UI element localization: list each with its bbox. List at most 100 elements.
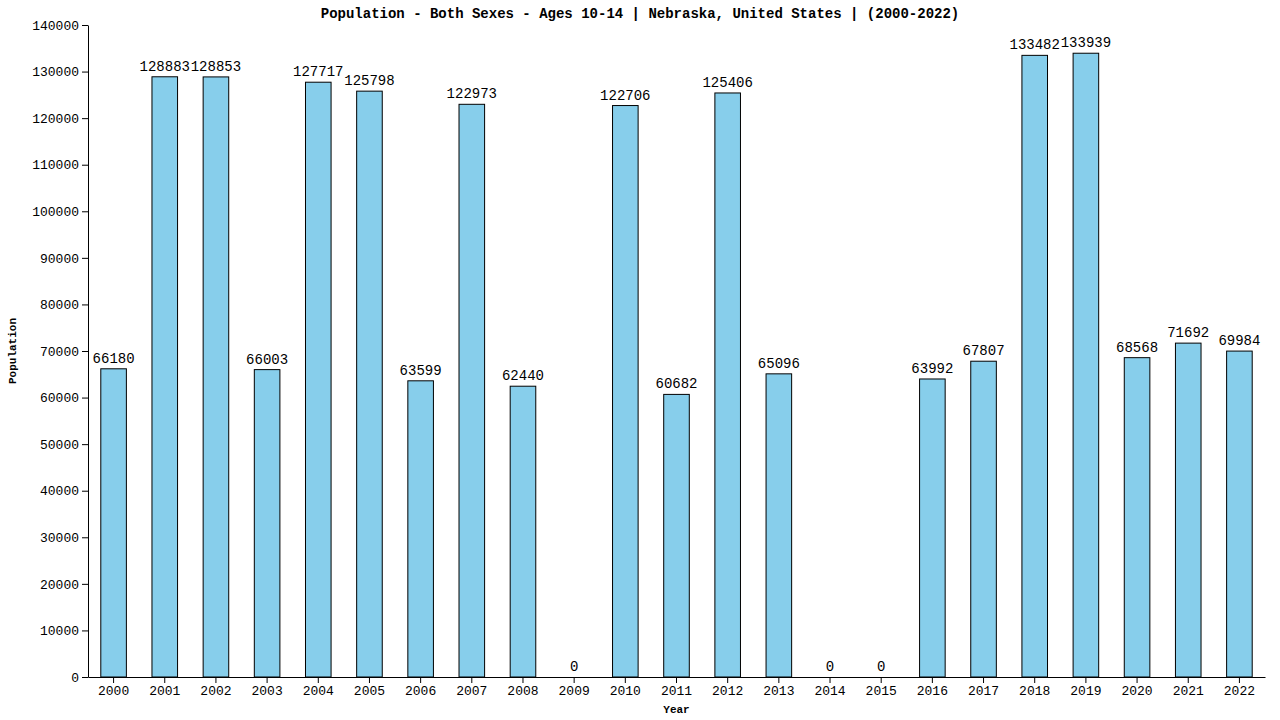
- tick: 130000: [32, 65, 88, 80]
- data-label: 66003: [246, 352, 288, 368]
- tick-mark: [420, 677, 421, 683]
- data-label: 128883: [140, 59, 190, 75]
- tick: 60000: [40, 391, 88, 406]
- tick-label: 2001: [149, 684, 180, 699]
- bar: [613, 106, 639, 677]
- tick-label: 40000: [40, 484, 79, 499]
- tick-label: 2014: [814, 684, 845, 699]
- tick-mark: [82, 25, 88, 26]
- tick-mark: [727, 677, 728, 683]
- tick-label: 2022: [1224, 684, 1255, 699]
- tick-mark: [881, 677, 882, 683]
- tick-label: 2018: [1019, 684, 1050, 699]
- tick: 40000: [40, 484, 88, 499]
- tick: 10000: [40, 624, 88, 639]
- tick: 100000: [32, 205, 88, 220]
- y-axis-title: Population: [7, 318, 19, 384]
- data-label: 125798: [344, 73, 394, 89]
- x-axis-title: Year: [663, 704, 689, 716]
- tick: 2009: [559, 677, 590, 699]
- tick-label: 50000: [40, 438, 79, 453]
- tick-mark: [1239, 677, 1240, 683]
- title: Population - Both Sexes - Ages 10-14 | N…: [321, 6, 960, 22]
- bar: [664, 394, 690, 677]
- tick-label: 130000: [32, 65, 79, 80]
- bar: [766, 374, 792, 677]
- data-label: 63599: [400, 363, 442, 379]
- tick: 2011: [661, 677, 692, 699]
- tick-label: 90000: [40, 252, 79, 267]
- tick: 2016: [917, 677, 948, 699]
- bar: [561, 677, 587, 678]
- tick-label: 2021: [1173, 684, 1204, 699]
- tick: 2001: [149, 677, 180, 699]
- bar: [817, 677, 843, 678]
- tick-label: 2005: [354, 684, 385, 699]
- data-label: 0: [877, 659, 885, 675]
- tick-mark: [82, 118, 88, 119]
- tick-label: 70000: [40, 345, 79, 360]
- bar: [203, 77, 229, 677]
- tick-label: 30000: [40, 531, 79, 546]
- data-label: 63992: [911, 361, 953, 377]
- data-label: 0: [826, 659, 834, 675]
- tick-mark: [82, 584, 88, 585]
- tick-mark: [215, 677, 216, 683]
- tick-mark: [1188, 677, 1189, 683]
- data-label: 71692: [1167, 325, 1209, 341]
- bar: [459, 104, 485, 677]
- tick-label: 2015: [866, 684, 897, 699]
- data-labels: 6618012888312885366003127717125798635991…: [93, 35, 1261, 675]
- tick-label: 2020: [1121, 684, 1152, 699]
- tick-label: 100000: [32, 205, 79, 220]
- tick: 2014: [814, 677, 845, 699]
- bar: [254, 370, 280, 677]
- tick-label: 140000: [32, 19, 79, 34]
- tick: 2002: [200, 677, 231, 699]
- tick-label: 2002: [200, 684, 231, 699]
- tick: 20000: [40, 578, 88, 593]
- tick: 2008: [507, 677, 538, 699]
- tick-label: 0: [71, 671, 79, 686]
- tick-mark: [82, 304, 88, 305]
- tick: 2006: [405, 677, 436, 699]
- tick-label: 2010: [610, 684, 641, 699]
- data-label: 125406: [702, 75, 752, 91]
- tick: 2007: [456, 677, 487, 699]
- data-label: 128853: [191, 59, 241, 75]
- tick-mark: [1137, 677, 1138, 683]
- tick: 120000: [32, 112, 88, 127]
- tick-label: 2007: [456, 684, 487, 699]
- tick-label: 2012: [712, 684, 743, 699]
- axis-line: [88, 26, 89, 678]
- tick: 2012: [712, 677, 743, 699]
- tick-mark: [932, 677, 933, 683]
- tick-mark: [625, 677, 626, 683]
- data-label: 133939: [1061, 35, 1111, 51]
- bar: [152, 77, 178, 677]
- tick: 80000: [40, 298, 88, 313]
- tick: 2020: [1121, 677, 1152, 699]
- tick: 2017: [968, 677, 999, 699]
- tick-label: 20000: [40, 578, 79, 593]
- x-axis: 2000200120022003200420052006200720082009…: [89, 677, 1266, 699]
- tick: 2004: [303, 677, 334, 699]
- tick-mark: [82, 491, 88, 492]
- tick-label: 2008: [507, 684, 538, 699]
- tick-label: 80000: [40, 298, 79, 313]
- data-label: 66180: [93, 351, 135, 367]
- data-label: 62440: [502, 368, 544, 384]
- tick: 2005: [354, 677, 385, 699]
- tick-mark: [471, 677, 472, 683]
- tick-mark: [82, 630, 88, 631]
- tick-label: 10000: [40, 624, 79, 639]
- tick-label: 2000: [98, 684, 129, 699]
- plot: 6618012888312885366003127717125798635991…: [32, 19, 1265, 700]
- tick-mark: [113, 677, 114, 683]
- bar: [1175, 343, 1201, 677]
- tick-mark: [82, 537, 88, 538]
- tick-label: 2016: [917, 684, 948, 699]
- data-label: 60682: [655, 376, 697, 392]
- tick-label: 2009: [559, 684, 590, 699]
- chart: 6618012888312885366003127717125798635991…: [0, 0, 1280, 720]
